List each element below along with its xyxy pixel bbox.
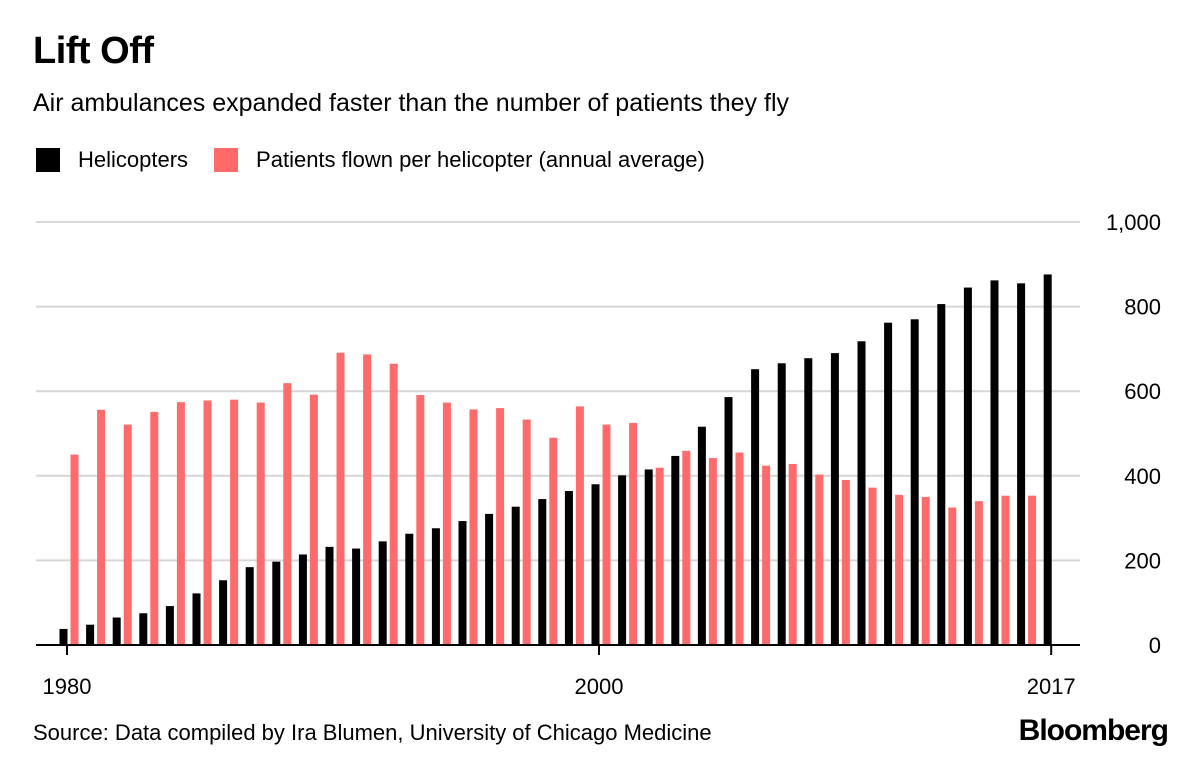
bar-helicopters-1991	[352, 548, 361, 645]
bar-patients-2011	[895, 494, 904, 645]
bar-helicopters-2010	[857, 341, 866, 645]
y-tick-label-400: 400	[1124, 464, 1161, 489]
bar-helicopters-2000	[591, 484, 600, 645]
bar-helicopters-2014	[963, 287, 972, 645]
bar-patients-1993	[416, 395, 425, 645]
bar-patients-1998	[549, 437, 558, 645]
bar-helicopters-2001	[618, 475, 627, 645]
x-tick-label-1980: 1980	[43, 674, 92, 699]
bar-helicopters-1980	[59, 628, 68, 645]
bar-helicopters-1985	[192, 593, 201, 645]
legend: Helicopters Patients flown per helicopte…	[36, 147, 731, 173]
bar-helicopters-2017	[1043, 274, 1052, 645]
bar-patients-1992	[389, 363, 398, 645]
bar-helicopters-2016	[1017, 283, 1026, 645]
bar-patients-1980	[70, 454, 79, 645]
bar-patients-2009	[841, 480, 850, 645]
bar-patients-1986	[230, 399, 239, 645]
bar-helicopters-2008	[804, 358, 813, 645]
bar-patients-2013	[948, 507, 957, 645]
bar-helicopters-2003	[671, 455, 680, 645]
bar-helicopters-1983	[139, 613, 148, 645]
bar-patients-1996	[496, 408, 505, 645]
legend-item-patients: Patients flown per helicopter (annual av…	[214, 147, 705, 173]
y-tick-label-200: 200	[1124, 548, 1161, 573]
bar-patients-2008	[815, 474, 824, 645]
y-tick-label-600: 600	[1124, 379, 1161, 404]
bar-patients-2005	[735, 452, 744, 645]
bar-patients-2016	[1028, 495, 1037, 645]
bar-helicopters-1988	[272, 561, 281, 645]
bar-helicopters-2015	[990, 280, 999, 645]
x-tick-label-2017: 2017	[1027, 674, 1076, 699]
bar-patients-2004	[708, 458, 717, 645]
bar-patients-2015	[1001, 495, 1010, 645]
bar-helicopters-1987	[245, 567, 254, 645]
bar-patients-2014	[974, 501, 983, 645]
bar-patients-1985	[203, 400, 212, 645]
bar-helicopters-1982	[112, 617, 121, 645]
bar-patients-2002	[655, 467, 664, 645]
bar-helicopters-2007	[777, 363, 786, 645]
bar-patients-2001	[629, 422, 638, 645]
bar-patients-1982	[123, 424, 132, 645]
bar-helicopters-1994	[431, 528, 440, 645]
legend-swatch-helicopters	[36, 148, 60, 172]
legend-label-helicopters: Helicopters	[78, 147, 189, 172]
bar-helicopters-2005	[724, 397, 733, 645]
bar-helicopters-1992	[378, 541, 387, 645]
bar-helicopters-1997	[511, 506, 520, 645]
bar-patients-1989	[309, 394, 318, 645]
bar-patients-1990	[336, 352, 345, 645]
bar-helicopters-1993	[405, 533, 414, 645]
bar-helicopters-1989	[298, 554, 307, 645]
bar-patients-2003	[682, 450, 691, 645]
bar-patients-1987	[256, 402, 265, 645]
legend-swatch-patients	[214, 148, 239, 172]
bar-patients-1988	[283, 383, 292, 645]
source-note: Source: Data compiled by Ira Blumen, Uni…	[33, 720, 712, 745]
bar-patients-1994	[442, 402, 451, 645]
bar-patients-1991	[363, 354, 372, 645]
chart-subtitle: Air ambulances expanded faster than the …	[33, 89, 790, 117]
bar-patients-1984	[176, 402, 185, 645]
bar-helicopters-1998	[538, 499, 547, 645]
bar-patients-1999	[575, 406, 584, 645]
bar-helicopters-2004	[697, 426, 706, 645]
bar-patients-1997	[522, 419, 531, 645]
bar-patients-2007	[788, 463, 797, 645]
bar-helicopters-2002	[644, 469, 653, 645]
bar-patients-2000	[602, 424, 611, 645]
bar-helicopters-2012	[910, 319, 919, 645]
legend-item-helicopters: Helicopters	[36, 147, 188, 173]
bar-patients-1995	[469, 409, 478, 645]
y-tick-label-0: 0	[1149, 633, 1161, 658]
bar-helicopters-1996	[485, 513, 494, 645]
bar-helicopters-1990	[325, 546, 334, 645]
bar-helicopters-1999	[564, 491, 573, 645]
y-tick-label-800: 800	[1124, 295, 1161, 320]
y-tick-label-1000: 1,000	[1106, 210, 1161, 235]
bar-helicopters-1981	[86, 624, 95, 645]
bar-helicopters-2006	[751, 369, 760, 645]
bar-patients-1983	[150, 411, 159, 645]
bloomberg-logo: Bloomberg	[1018, 714, 1169, 747]
bar-patients-2012	[921, 496, 930, 645]
bar-patients-1981	[97, 409, 106, 645]
bar-helicopters-1995	[458, 521, 467, 645]
bar-helicopters-2013	[937, 304, 946, 645]
bar-helicopters-2009	[830, 353, 839, 645]
bar-patients-2006	[762, 465, 771, 645]
bar-helicopters-1986	[219, 580, 228, 645]
x-tick-label-2000: 2000	[575, 674, 624, 699]
bar-helicopters-1984	[165, 606, 174, 645]
bar-patients-2010	[868, 487, 877, 645]
chart-title: Lift Off	[33, 30, 154, 72]
legend-label-patients: Patients flown per helicopter (annual av…	[256, 147, 705, 172]
bar-helicopters-2011	[884, 322, 893, 645]
